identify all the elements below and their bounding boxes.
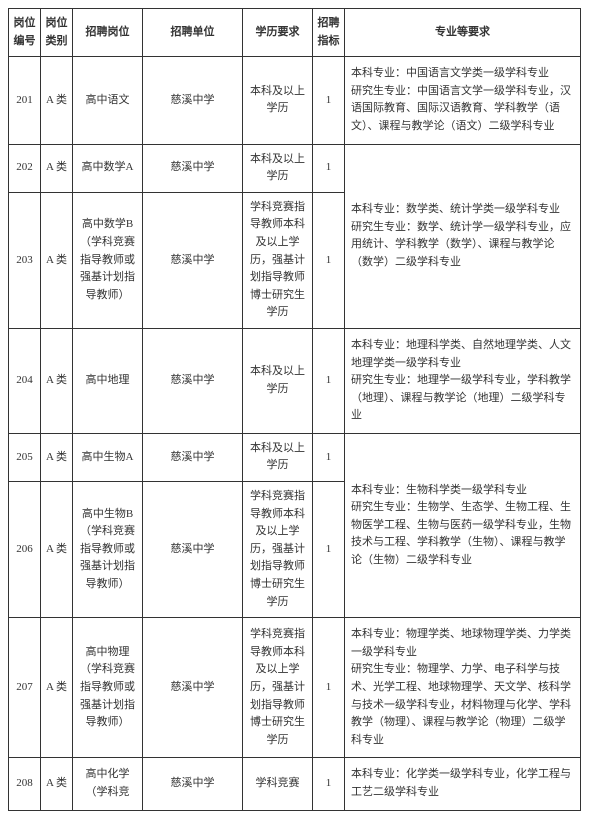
- cell-requirement: 本科专业：物理学类、地球物理学类、力学类一级学科专业研究生专业：物理学、力学、电…: [345, 618, 581, 758]
- cell-position: 高中生物A: [73, 433, 143, 481]
- cell-education: 本科及以上学历: [243, 433, 313, 481]
- cell-unit: 慈溪中学: [143, 328, 243, 433]
- cell-unit: 慈溪中学: [143, 433, 243, 481]
- cell-quota: 1: [313, 57, 345, 144]
- cell-requirement: 本科专业：生物科学类一级学科专业研究生专业：生物学、生态学、生物工程、生物医学工…: [345, 433, 581, 617]
- cell-category: A 类: [41, 758, 73, 810]
- cell-education: 学科竞赛: [243, 758, 313, 810]
- header-quota: 招聘指标: [313, 9, 345, 57]
- cell-position: 高中数学A: [73, 144, 143, 192]
- header-position: 招聘岗位: [73, 9, 143, 57]
- header-unit: 招聘单位: [143, 9, 243, 57]
- cell-education: 学科竞赛指导教师本科及以上学历，强基计划指导教师博士研究生学历: [243, 618, 313, 758]
- cell-unit: 慈溪中学: [143, 144, 243, 192]
- cell-quota: 1: [313, 433, 345, 481]
- cell-position: 高中化学（学科竞: [73, 758, 143, 810]
- table-row: 207A 类高中物理（学科竞赛指导教师或强基计划指导教师）慈溪中学学科竞赛指导教…: [9, 618, 581, 758]
- cell-id: 202: [9, 144, 41, 192]
- cell-id: 207: [9, 618, 41, 758]
- cell-education: 学科竞赛指导教师本科及以上学历，强基计划指导教师博士研究生学历: [243, 192, 313, 328]
- cell-education: 本科及以上学历: [243, 328, 313, 433]
- cell-category: A 类: [41, 618, 73, 758]
- table-row: 201A 类高中语文慈溪中学本科及以上学历1本科专业：中国语言文学类一级学科专业…: [9, 57, 581, 144]
- table-body: 201A 类高中语文慈溪中学本科及以上学历1本科专业：中国语言文学类一级学科专业…: [9, 57, 581, 810]
- cell-category: A 类: [41, 482, 73, 618]
- cell-id: 204: [9, 328, 41, 433]
- table-row: 208A 类高中化学（学科竞慈溪中学学科竞赛1本科专业：化学类一级学科专业，化学…: [9, 758, 581, 810]
- header-category: 岗位类别: [41, 9, 73, 57]
- cell-id: 206: [9, 482, 41, 618]
- recruitment-table: 岗位编号 岗位类别 招聘岗位 招聘单位 学历要求 招聘指标 专业等要求 201A…: [8, 8, 581, 811]
- cell-unit: 慈溪中学: [143, 618, 243, 758]
- table-row: 204A 类高中地理慈溪中学本科及以上学历1本科专业：地理科学类、自然地理学类、…: [9, 328, 581, 433]
- cell-position: 高中物理（学科竞赛指导教师或强基计划指导教师）: [73, 618, 143, 758]
- table-row: 202A 类高中数学A慈溪中学本科及以上学历1本科专业：数学类、统计学类一级学科…: [9, 144, 581, 192]
- cell-education: 本科及以上学历: [243, 57, 313, 144]
- cell-category: A 类: [41, 144, 73, 192]
- cell-category: A 类: [41, 328, 73, 433]
- cell-requirement: 本科专业：中国语言文学类一级学科专业研究生专业：中国语言文学一级学科专业，汉语国…: [345, 57, 581, 144]
- cell-id: 203: [9, 192, 41, 328]
- cell-requirement: 本科专业：化学类一级学科专业，化学工程与工艺二级学科专业: [345, 758, 581, 810]
- header-education: 学历要求: [243, 9, 313, 57]
- cell-quota: 1: [313, 482, 345, 618]
- cell-category: A 类: [41, 192, 73, 328]
- header-id: 岗位编号: [9, 9, 41, 57]
- cell-unit: 慈溪中学: [143, 758, 243, 810]
- cell-quota: 1: [313, 618, 345, 758]
- cell-education: 本科及以上学历: [243, 144, 313, 192]
- cell-id: 201: [9, 57, 41, 144]
- cell-position: 高中数学B（学科竞赛指导教师或强基计划指导教师）: [73, 192, 143, 328]
- cell-category: A 类: [41, 433, 73, 481]
- cell-quota: 1: [313, 328, 345, 433]
- cell-unit: 慈溪中学: [143, 57, 243, 144]
- table-row: 205A 类高中生物A慈溪中学本科及以上学历1本科专业：生物科学类一级学科专业研…: [9, 433, 581, 481]
- cell-category: A 类: [41, 57, 73, 144]
- table-header: 岗位编号 岗位类别 招聘岗位 招聘单位 学历要求 招聘指标 专业等要求: [9, 9, 581, 57]
- cell-requirement: 本科专业：地理科学类、自然地理学类、人文地理学类一级学科专业研究生专业：地理学一…: [345, 328, 581, 433]
- cell-position: 高中生物B（学科竞赛指导教师或强基计划指导教师）: [73, 482, 143, 618]
- cell-id: 208: [9, 758, 41, 810]
- cell-position: 高中地理: [73, 328, 143, 433]
- cell-id: 205: [9, 433, 41, 481]
- cell-education: 学科竞赛指导教师本科及以上学历，强基计划指导教师博士研究生学历: [243, 482, 313, 618]
- cell-position: 高中语文: [73, 57, 143, 144]
- cell-requirement: 本科专业：数学类、统计学类一级学科专业研究生专业：数学、统计学一级学科专业，应用…: [345, 144, 581, 328]
- cell-quota: 1: [313, 192, 345, 328]
- header-requirement: 专业等要求: [345, 9, 581, 57]
- cell-quota: 1: [313, 758, 345, 810]
- cell-unit: 慈溪中学: [143, 192, 243, 328]
- cell-unit: 慈溪中学: [143, 482, 243, 618]
- cell-quota: 1: [313, 144, 345, 192]
